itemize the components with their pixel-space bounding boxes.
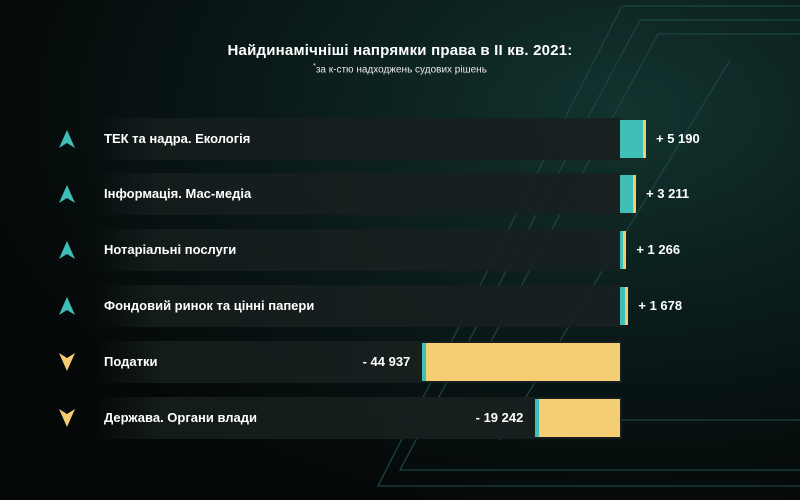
value-label: + 1 266 [636,242,681,257]
up-arrow-icon [59,297,75,315]
down-arrow-icon [59,353,75,371]
bar [535,399,620,437]
bar [620,287,629,325]
chart-row: Інформація. Мас-медіа + 3 211 [0,173,800,215]
up-arrow-icon [59,241,75,259]
up-arrow-icon [59,185,75,203]
subtitle-text: за к-стю надходжень судових рішень [315,64,487,76]
category-label: Нотаріальні послуги [104,242,237,257]
chart-title: Найдинамічніші напрямки права в ІІ кв. 2… [227,42,573,59]
category-label: Податки [104,354,158,369]
chart-row: Держава. Органи влади - 19 242 [0,397,800,439]
bar [422,343,620,381]
value-label: + 3 211 [646,186,690,201]
category-label: Інформація. Мас-медіа [104,186,252,201]
chart-row: Нотаріальні послуги + 1 266 [0,229,800,271]
value-label: + 5 190 [656,131,700,146]
subtitle-asterisk: * [313,63,316,70]
chart-row: ТЕК та надра. Екологія + 5 190 [0,118,800,160]
row-background [95,118,622,160]
category-label: Фондовий ринок та цінні папери [104,298,315,313]
row-background [95,285,622,327]
value-label: + 1 678 [638,298,683,313]
bar [620,231,627,269]
row-background [95,173,622,215]
chart-subtitle: *за к-стю надходжень судових рішень [0,63,800,75]
category-label: ТЕК та надра. Екологія [104,131,251,146]
bar [620,120,646,158]
bar [620,175,637,213]
value-label: - 19 242 [475,410,524,425]
row-background [95,397,622,439]
chart-row: Фондовий ринок та цінні папери + 1 678 [0,285,800,327]
chart-row: Податки - 44 937 [0,341,800,383]
value-label: - 44 937 [362,354,411,369]
row-background [95,229,622,271]
down-arrow-icon [59,409,75,427]
category-label: Держава. Органи влади [104,410,258,425]
up-arrow-icon [59,130,75,148]
